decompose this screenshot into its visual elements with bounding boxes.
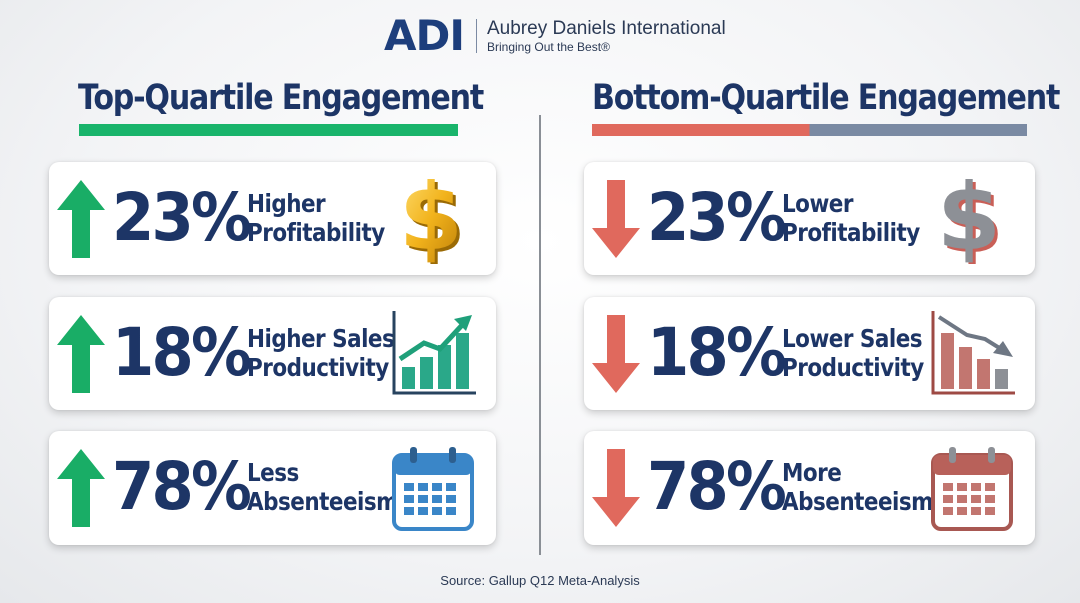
up-arrow-icon (57, 315, 105, 393)
stat-percent: 78% (647, 448, 787, 525)
gray-dollar-icon: $ $ (937, 174, 1004, 264)
stat-card-top-profitability: 23% Higher Profitability $ $ (49, 162, 496, 275)
bar-chart-down-icon (931, 311, 1015, 395)
stat-card-top-absenteeism: 78% Less Absenteeism (49, 431, 496, 545)
stat-card-bottom-absenteeism: 78% More Absenteeism (584, 431, 1035, 545)
bottom-quartile-title: Bottom-Quartile Engagement (592, 78, 1060, 118)
logo-separator (476, 19, 477, 53)
logo-text: Aubrey Daniels International Bringing Ou… (487, 18, 726, 54)
company-tagline: Bringing Out the Best® (487, 40, 610, 54)
up-arrow-icon (57, 449, 105, 527)
company-name: Aubrey Daniels International (487, 18, 726, 39)
top-quartile-title: Top-Quartile Engagement (78, 78, 484, 118)
top-quartile-underline (79, 124, 458, 136)
calendar-blue-icon (392, 447, 474, 531)
svg-text:$: $ (402, 174, 466, 264)
logo-mark: ADI (384, 11, 465, 60)
stat-label: Lower Profitability (782, 189, 920, 247)
down-arrow-icon (592, 449, 640, 527)
stat-card-top-sales: 18% Higher Sales Productivity (49, 297, 496, 410)
gold-dollar-icon: $ $ (399, 174, 466, 264)
adi-logo: ADI Aubrey Daniels International Bringin… (384, 14, 726, 58)
stat-card-bottom-profitability: 23% Lower Profitability $ $ (584, 162, 1035, 275)
stat-percent: 23% (112, 179, 252, 256)
calendar-red-icon (931, 447, 1013, 531)
stat-percent: 78% (112, 448, 252, 525)
stat-label: More Absenteeism (782, 458, 934, 516)
stat-percent: 23% (647, 179, 787, 256)
stat-card-bottom-sales: 18% Lower Sales Productivity (584, 297, 1035, 410)
stat-label: Higher Profitability (247, 189, 385, 247)
svg-text:$: $ (940, 174, 1004, 264)
stat-percent: 18% (112, 314, 252, 391)
column-divider (539, 115, 541, 555)
down-arrow-icon (592, 315, 640, 393)
source-note: Source: Gallup Q12 Meta-Analysis (440, 573, 640, 588)
stat-percent: 18% (647, 314, 787, 391)
up-arrow-icon (57, 180, 105, 258)
svg-text:$: $ (937, 174, 1001, 264)
stat-label: Less Absenteeism (247, 458, 399, 516)
down-arrow-icon (592, 180, 640, 258)
bottom-quartile-underline (592, 124, 1027, 136)
svg-text:$: $ (399, 174, 463, 264)
bar-chart-up-icon (392, 311, 476, 395)
stat-label: Higher Sales Productivity (247, 324, 395, 382)
stat-label: Lower Sales Productivity (782, 324, 924, 382)
